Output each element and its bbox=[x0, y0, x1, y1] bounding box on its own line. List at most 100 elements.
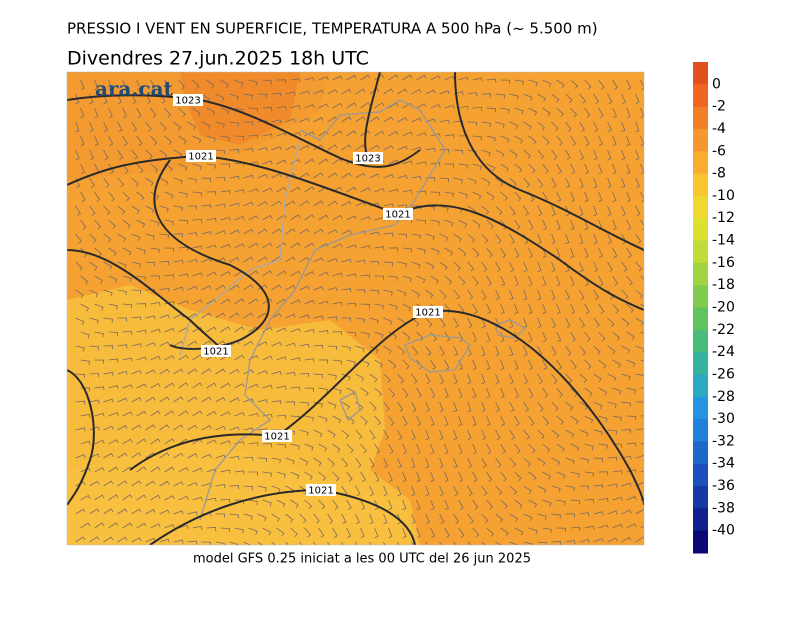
wind-barb bbox=[164, 495, 175, 501]
wind-barb bbox=[528, 275, 533, 287]
wind-barb bbox=[192, 245, 203, 250]
wind-barb bbox=[248, 188, 259, 193]
wind-barb bbox=[150, 191, 159, 200]
wind-barb bbox=[411, 513, 416, 525]
wind-barb bbox=[388, 275, 398, 281]
wind-barb bbox=[509, 401, 515, 412]
wind-barb bbox=[626, 247, 632, 258]
wind-barb bbox=[500, 443, 506, 454]
wind-barb bbox=[229, 256, 240, 263]
wind-barb bbox=[145, 233, 155, 240]
wind-barb bbox=[430, 331, 437, 342]
wind-barb bbox=[318, 387, 328, 394]
wind-barb bbox=[206, 163, 216, 169]
wind-barb bbox=[243, 312, 254, 319]
wind-barb bbox=[411, 345, 419, 356]
wind-barb bbox=[290, 299, 301, 305]
wind-barb bbox=[570, 499, 580, 505]
wind-barb bbox=[551, 541, 562, 545]
wind-barb bbox=[187, 232, 198, 237]
wind-barb bbox=[453, 429, 458, 441]
wind-barb bbox=[430, 162, 441, 167]
wind-barb bbox=[327, 316, 338, 321]
wind-barb bbox=[164, 382, 175, 389]
wind-barb bbox=[509, 541, 519, 545]
wind-barb bbox=[528, 359, 533, 371]
wind-barb bbox=[598, 415, 608, 423]
wind-barb bbox=[439, 401, 444, 413]
wind-barb bbox=[397, 429, 403, 440]
wind-barb bbox=[556, 387, 563, 398]
wind-barb bbox=[612, 191, 617, 203]
wind-barb bbox=[523, 149, 531, 159]
wind-barb bbox=[103, 480, 114, 487]
wind-barb bbox=[271, 228, 282, 235]
wind-barb bbox=[607, 317, 615, 328]
colorbar-swatch bbox=[693, 262, 708, 286]
wind-barb bbox=[201, 368, 212, 375]
wind-barb bbox=[528, 247, 533, 259]
wind-barb bbox=[229, 175, 240, 180]
wind-barb bbox=[229, 541, 239, 545]
wind-barb bbox=[635, 373, 644, 380]
wind-barb bbox=[514, 359, 519, 371]
wind-barb bbox=[556, 471, 566, 479]
wind-barb bbox=[388, 443, 394, 454]
wind-barb bbox=[327, 429, 336, 439]
wind-barb bbox=[467, 541, 472, 545]
wind-barb bbox=[75, 121, 80, 133]
wind-barb bbox=[159, 480, 170, 487]
wind-barb bbox=[89, 536, 100, 543]
wind-barb bbox=[178, 382, 189, 389]
wind-barb bbox=[607, 483, 618, 488]
wind-barb bbox=[89, 345, 99, 351]
wind-barb bbox=[542, 163, 549, 174]
wind-barb bbox=[509, 457, 517, 468]
wind-barb bbox=[80, 413, 91, 419]
wind-barb bbox=[537, 485, 547, 494]
wind-barb bbox=[640, 359, 644, 362]
wind-barb bbox=[192, 218, 203, 223]
wind-barb bbox=[271, 457, 281, 464]
wind-barb bbox=[103, 261, 113, 270]
wind-barb bbox=[402, 331, 411, 341]
wind-barb bbox=[626, 275, 633, 286]
wind-barb bbox=[201, 121, 211, 129]
isobar-label: 1021 bbox=[188, 152, 213, 163]
wind-barb bbox=[248, 242, 259, 249]
wind-barb bbox=[481, 121, 491, 127]
wind-barb bbox=[360, 359, 370, 367]
wind-barb bbox=[509, 485, 518, 495]
colorbar-label: -12 bbox=[712, 210, 735, 226]
wind-barb bbox=[481, 485, 488, 496]
wind-barb bbox=[103, 121, 108, 133]
wind-barb bbox=[145, 121, 152, 132]
wind-barb bbox=[355, 373, 365, 382]
wind-barb bbox=[299, 256, 310, 263]
wind-barb bbox=[206, 439, 217, 445]
wind-barb bbox=[94, 467, 105, 473]
wind-barb bbox=[122, 191, 130, 202]
wind-barb bbox=[640, 191, 644, 203]
colorbar-swatch bbox=[693, 195, 708, 219]
wind-barb bbox=[192, 326, 203, 333]
wind-barb bbox=[103, 345, 114, 350]
wind-barb bbox=[192, 496, 203, 501]
wind-barb bbox=[495, 401, 500, 413]
wind-barb bbox=[234, 216, 245, 221]
wind-barb bbox=[262, 79, 272, 85]
wind-barb bbox=[542, 275, 547, 287]
wind-barb bbox=[486, 443, 492, 454]
wind-barb bbox=[458, 443, 463, 455]
wind-barb bbox=[537, 317, 542, 329]
colorbar-label: -4 bbox=[712, 121, 726, 137]
wind-barb bbox=[276, 159, 287, 165]
wind-barb bbox=[472, 443, 477, 455]
wind-barb bbox=[607, 537, 618, 543]
wind-barb bbox=[234, 135, 244, 140]
wind-barb bbox=[327, 89, 338, 95]
wind-barb bbox=[80, 107, 85, 119]
wind-barb bbox=[374, 499, 379, 511]
wind-barb bbox=[486, 78, 497, 83]
wind-barb bbox=[383, 116, 394, 123]
